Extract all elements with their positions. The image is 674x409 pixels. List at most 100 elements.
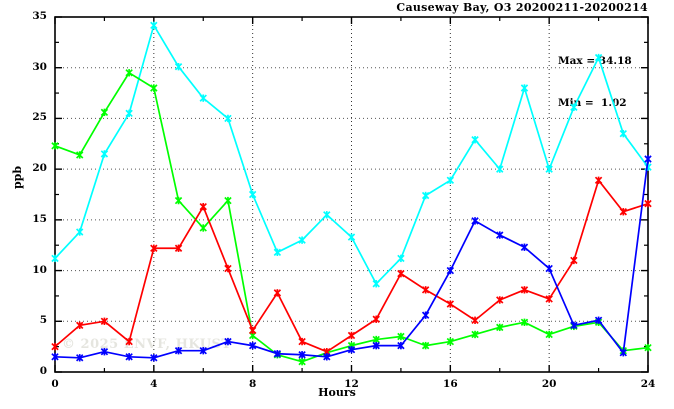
series-day-1 — [51, 21, 652, 288]
data-point — [545, 165, 553, 173]
data-point — [273, 248, 282, 257]
y-axis-tick-label: 10 — [32, 263, 47, 276]
data-point — [496, 296, 504, 304]
data-point — [619, 349, 627, 357]
x-axis-tick-label: 20 — [541, 378, 557, 390]
data-point — [644, 155, 652, 163]
data-point — [298, 357, 306, 366]
data-point — [644, 199, 652, 208]
data-point — [76, 228, 84, 236]
max-value-label: Max = 34.18 — [558, 55, 632, 67]
data-point — [372, 315, 380, 323]
data-point — [619, 129, 627, 138]
data-point — [76, 354, 84, 362]
data-point — [471, 217, 479, 225]
data-point — [51, 353, 59, 361]
data-point — [421, 286, 430, 294]
data-point — [273, 350, 282, 358]
data-point — [372, 280, 380, 288]
data-point — [51, 142, 59, 150]
stats-annotation: Max = 34.18 Min = 1.02 — [558, 26, 632, 138]
data-point — [421, 341, 430, 350]
data-point — [224, 264, 232, 273]
x-axis-tick-label: 4 — [150, 378, 158, 390]
data-point — [347, 331, 356, 340]
series-line — [54, 158, 649, 359]
data-point — [298, 351, 306, 359]
x-axis-tick-label: 12 — [344, 378, 359, 390]
data-point — [545, 295, 553, 303]
data-point — [397, 332, 405, 341]
data-point — [594, 176, 603, 185]
y-axis-tick-label: 25 — [32, 111, 47, 124]
x-axis-tick-label: 16 — [443, 378, 458, 390]
data-point — [397, 341, 405, 350]
data-point — [125, 69, 133, 77]
data-point — [619, 208, 627, 216]
x-axis-tick-label: 24 — [640, 378, 656, 390]
data-point — [150, 21, 158, 30]
x-axis-label: Hours — [318, 386, 356, 399]
data-point — [397, 254, 405, 263]
data-point — [644, 343, 652, 352]
chart-title: Causeway Bay, O3 20200211-20200214 — [396, 1, 648, 14]
data-point — [347, 233, 356, 241]
data-point — [100, 108, 109, 117]
data-point — [570, 321, 578, 330]
data-point — [248, 341, 257, 350]
data-point — [199, 346, 207, 355]
data-point — [199, 224, 207, 232]
data-point — [150, 244, 158, 252]
data-point — [199, 94, 207, 102]
data-point — [471, 330, 479, 339]
data-point — [347, 345, 356, 354]
data-point — [100, 317, 109, 325]
data-point — [125, 109, 133, 118]
data-point — [471, 136, 479, 144]
data-point — [51, 342, 59, 351]
data-point — [150, 84, 158, 92]
data-point — [520, 318, 529, 327]
data-point — [446, 176, 455, 185]
data-point — [594, 316, 603, 324]
data-point — [248, 326, 257, 335]
data-point — [76, 321, 84, 330]
data-point — [520, 286, 529, 294]
data-point — [125, 353, 133, 361]
data-point — [76, 151, 84, 159]
data-point — [224, 337, 232, 346]
data-point — [446, 266, 455, 275]
data-point — [174, 196, 183, 205]
data-point — [298, 337, 306, 346]
y-axis-tick-label: 5 — [39, 314, 47, 327]
data-point — [594, 53, 603, 62]
data-point — [224, 196, 232, 205]
x-axis-tick-label: 0 — [51, 378, 59, 390]
y-axis-tick-label: 30 — [32, 60, 47, 73]
data-point — [421, 191, 430, 200]
data-point — [446, 300, 455, 308]
data-point — [323, 353, 331, 361]
series-day-3 — [51, 176, 652, 356]
data-point — [248, 190, 257, 199]
data-point — [570, 103, 578, 111]
data-point — [174, 244, 183, 252]
data-point — [471, 316, 479, 324]
data-point — [125, 337, 133, 346]
data-point — [372, 341, 380, 350]
data-point — [51, 254, 59, 263]
y-axis-tick-label: 35 — [32, 10, 47, 22]
data-point — [520, 243, 529, 251]
data-point — [199, 202, 207, 211]
data-point — [174, 346, 183, 355]
data-point — [446, 337, 455, 346]
data-point — [100, 348, 109, 356]
data-point — [545, 264, 553, 273]
y-axis-tick-label: 15 — [32, 212, 47, 225]
data-point — [545, 330, 553, 339]
data-point — [298, 236, 306, 244]
data-point — [421, 311, 430, 319]
series-day-4 — [51, 155, 652, 362]
